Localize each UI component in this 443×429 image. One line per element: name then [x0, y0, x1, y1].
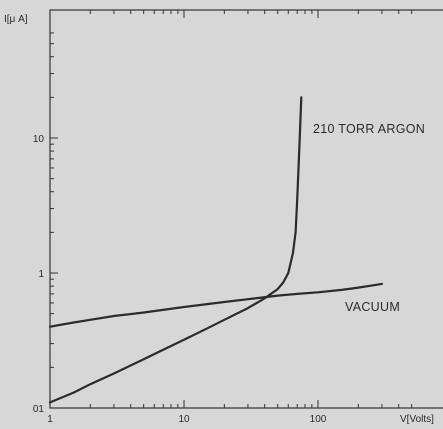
series-lines — [48, 96, 383, 404]
y-tick-label: 10 — [33, 134, 45, 145]
series-line-vacuum — [48, 282, 383, 328]
series-label-argon: 210 TORR ARGON — [313, 122, 425, 136]
y-tick-label: 01 — [33, 404, 45, 415]
x-tick-label: 100 — [310, 414, 327, 425]
plot-frame — [49, 9, 443, 409]
x-axis-label: V[Volts] — [400, 414, 434, 425]
x-tick-label: 10 — [178, 414, 190, 425]
y-axis-label: I[μ A] — [4, 14, 28, 25]
x-tick-label: 1 — [47, 414, 53, 425]
y-tick-label: 1 — [38, 269, 44, 280]
series-line-argon — [48, 96, 303, 404]
series-label-vacuum: VACUUM — [345, 300, 400, 314]
chart-labels: I[μ A] V[Volts] 210 TORR ARGON VACUUM — [4, 14, 434, 425]
